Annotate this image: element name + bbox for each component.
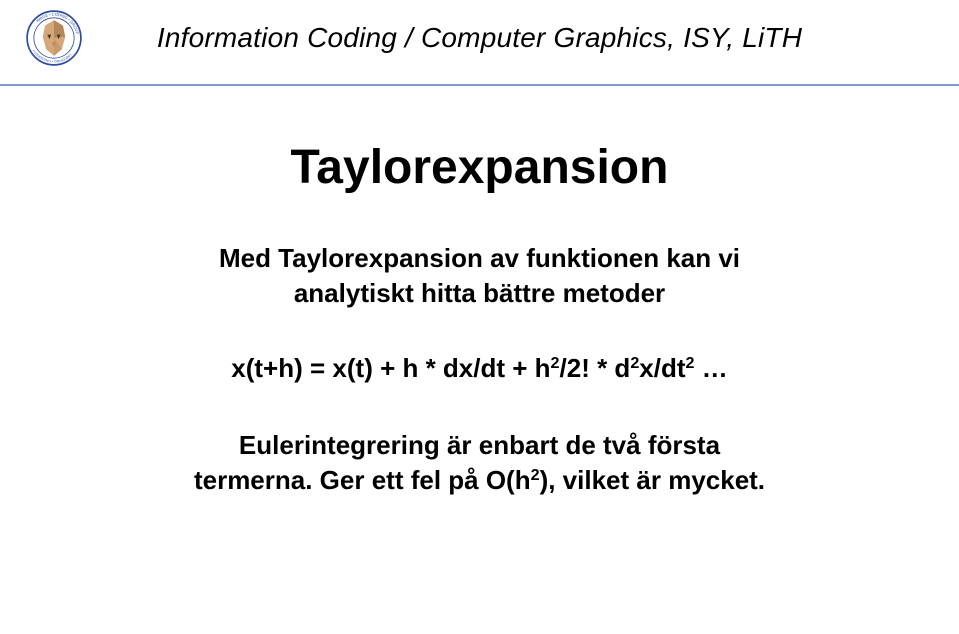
- exponent-2a: 2: [551, 354, 560, 372]
- slide-header: IMAGE • CODING • GROUP LINKÖPING • UNIVE…: [0, 0, 959, 86]
- formula-part-c: x/dt: [639, 353, 685, 383]
- header-title: Information Coding / Computer Graphics, …: [0, 22, 959, 54]
- closing-line-2a: termerna. Ger ett fel på O(h: [194, 465, 531, 495]
- formula-part-d: …: [694, 353, 727, 383]
- formula-part-b: /2! * d: [560, 353, 631, 383]
- intro-line-1: Med Taylorexpansion av funktionen kan vi: [219, 243, 740, 273]
- intro-line-2: analytiskt hitta bättre metoder: [294, 278, 665, 308]
- intro-paragraph: Med Taylorexpansion av funktionen kan vi…: [0, 241, 959, 311]
- closing-line-1: Eulerintegrering är enbart de två första: [239, 430, 720, 460]
- formula-part-a: x(t+h) = x(t) + h * dx/dt + h: [231, 353, 550, 383]
- closing-line-2b: ), vilket är mycket.: [540, 465, 765, 495]
- taylor-formula: x(t+h) = x(t) + h * dx/dt + h2/2! * d2x/…: [0, 353, 959, 384]
- closing-exponent: 2: [531, 466, 540, 484]
- closing-paragraph: Eulerintegrering är enbart de två första…: [0, 428, 959, 498]
- exponent-2b: 2: [630, 354, 639, 372]
- slide-content: Taylorexpansion Med Taylorexpansion av f…: [0, 86, 959, 498]
- exponent-2c: 2: [686, 354, 695, 372]
- main-title: Taylorexpansion: [0, 140, 959, 195]
